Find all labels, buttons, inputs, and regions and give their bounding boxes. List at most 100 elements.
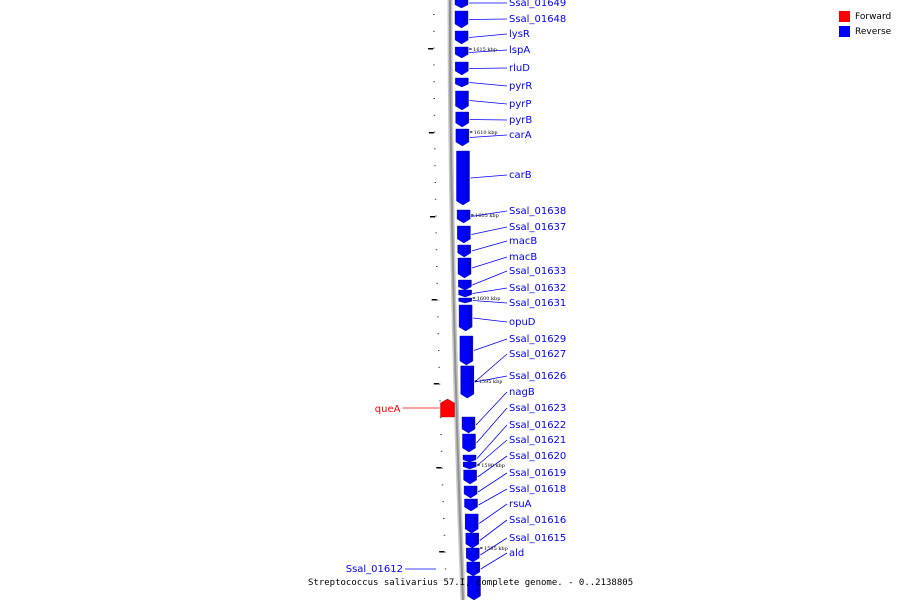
gene-label-ssal-01620: Ssal_01620 xyxy=(509,451,566,462)
gene-label-cara: carA xyxy=(509,130,532,141)
gene-arrow-shade xyxy=(466,245,470,253)
gene-label-lspa: lspA xyxy=(509,45,530,56)
gene-arrow-shade xyxy=(467,290,471,295)
gene-arrow-shade xyxy=(473,499,477,507)
leader-line xyxy=(471,240,508,252)
minor-tick xyxy=(438,366,440,368)
gene-label-ssal-01626: Ssal_01626 xyxy=(509,371,566,382)
leader-line xyxy=(472,287,508,294)
gene-label-macb: macB xyxy=(509,252,537,263)
gene-label-ssal-01632: Ssal_01632 xyxy=(509,283,566,294)
leader-line xyxy=(471,226,508,235)
legend-swatch-forward xyxy=(839,11,850,22)
gene-arrow-quea xyxy=(440,398,455,418)
minor-tick xyxy=(439,400,441,402)
leader-line xyxy=(473,317,508,323)
minor-tick xyxy=(437,333,439,335)
minor-tick xyxy=(433,114,436,116)
gene-arrow-shade xyxy=(467,258,470,274)
gene-arrow-shade xyxy=(464,62,468,71)
leader-line xyxy=(480,552,508,570)
gene-label-ssal-01633: Ssal_01633 xyxy=(509,266,566,277)
gene-label-ssal-01622: Ssal_01622 xyxy=(509,420,566,431)
gene-arrow-shade xyxy=(471,434,475,448)
gene-arrow-shade xyxy=(464,91,468,106)
minor-tick xyxy=(435,249,438,251)
gene-arrow-shade xyxy=(475,562,479,572)
gene-arrow-shade xyxy=(464,112,468,123)
gene-label-nagb: nagB xyxy=(509,387,535,398)
gene-label-pyrr: pyrR xyxy=(509,81,532,92)
minor-tick xyxy=(436,266,438,267)
kbp-tick-label: 1600 kbp xyxy=(477,296,501,302)
gene-label-ssal-01621: Ssal_01621 xyxy=(509,435,566,446)
minor-tick xyxy=(435,232,437,234)
minor-tick xyxy=(433,30,435,32)
gene-arrow-shade xyxy=(464,31,468,40)
major-tick xyxy=(439,551,445,553)
leader-line xyxy=(479,519,508,541)
gene-arrow-shade xyxy=(464,129,468,142)
major-tick xyxy=(436,467,442,469)
minor-tick xyxy=(433,47,435,49)
minor-tick xyxy=(444,568,447,570)
gene-arrow-shade xyxy=(476,576,480,596)
minor-tick xyxy=(434,165,436,167)
leader-line xyxy=(477,472,508,493)
minor-tick xyxy=(438,383,441,385)
leader-line xyxy=(474,353,508,383)
leader-line xyxy=(476,439,508,466)
leader-line xyxy=(472,300,508,304)
minor-tick xyxy=(440,450,443,452)
backbone-line xyxy=(449,0,464,600)
legend-item-reverse: Reverse xyxy=(839,24,891,39)
leader-line xyxy=(469,67,508,69)
gene-label-ssal-01648: Ssal_01648 xyxy=(509,14,566,25)
kbp-tick-label: 1615 kbp xyxy=(473,47,497,53)
label-leader-lines xyxy=(402,2,508,570)
kbp-tick-label: 1585 kbp xyxy=(484,546,508,552)
gene-labels: Ssal_01649 Ssal_01648 lysR lspA rluD pyrR pyrP… xyxy=(346,0,567,575)
minor-tick xyxy=(433,81,435,83)
gene-label-lysr: lysR xyxy=(509,29,530,40)
gene-arrow-shade xyxy=(466,226,470,239)
kbp-tick-label: 1610 kbp xyxy=(474,130,498,136)
gene-arrow-shade xyxy=(472,455,475,460)
gene-label-ssal-01631: Ssal_01631 xyxy=(509,298,566,309)
leader-line xyxy=(476,407,508,444)
leader-line xyxy=(470,174,508,179)
minor-tick xyxy=(439,417,442,419)
minor-tick xyxy=(442,501,444,503)
minor-tick xyxy=(434,198,437,200)
leader-line xyxy=(480,537,508,556)
kbp-tick-label: 1595 kbp xyxy=(479,379,503,385)
leader-line xyxy=(469,100,508,105)
gene-arrow-shade xyxy=(469,366,473,394)
genome-backbone xyxy=(447,0,466,600)
minor-tick xyxy=(437,350,440,351)
minor-tick xyxy=(434,182,436,183)
gene-arrow-shade xyxy=(472,470,476,480)
gene-label-quea: queA xyxy=(375,404,401,415)
gene-label-ssal-01615: Ssal_01615 xyxy=(509,533,566,544)
gene-label-opud: opuD xyxy=(509,317,536,328)
gene-arrow-shade xyxy=(467,280,471,287)
leader-line xyxy=(474,375,508,383)
leader-line xyxy=(473,338,508,351)
gene-label-ssal-01629: Ssal_01629 xyxy=(509,334,566,345)
legend-label-reverse: Reverse xyxy=(855,26,892,37)
gene-label-pyrb: pyrB xyxy=(509,115,532,126)
gene-label-macb: macB xyxy=(509,236,537,247)
gene-arrow-shade xyxy=(474,533,478,544)
major-tick xyxy=(431,299,437,301)
gene-arrow-shade xyxy=(464,0,467,5)
major-tick xyxy=(428,48,434,50)
minor-tick xyxy=(444,551,446,553)
gene-features xyxy=(440,0,481,600)
gene-label-ssal-01616: Ssal_01616 xyxy=(509,515,566,526)
gene-label-ssal-01638: Ssal_01638 xyxy=(509,206,566,217)
leader-line xyxy=(469,119,508,121)
major-tick xyxy=(433,383,439,385)
major-tick xyxy=(430,216,436,218)
